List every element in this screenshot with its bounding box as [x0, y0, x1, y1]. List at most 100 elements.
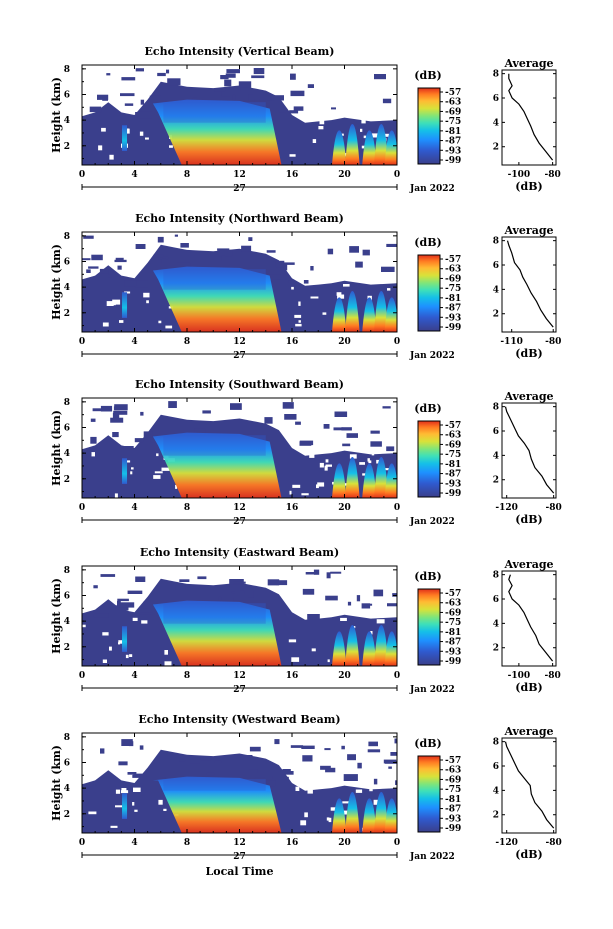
echo-patch — [194, 428, 206, 435]
echo-patch — [266, 93, 271, 101]
x-tick-label: 4 — [131, 503, 137, 513]
echo-patch — [115, 257, 124, 261]
colorbar-tick-label: -63 — [445, 599, 461, 609]
echo-patch — [124, 280, 137, 287]
no-data-gap — [371, 133, 379, 138]
colorbar — [417, 755, 441, 833]
x-tick-label: 4 — [131, 337, 137, 347]
no-data-gap — [132, 802, 135, 806]
colorbar-tick-label: -75 — [445, 618, 461, 628]
echo-patch — [238, 755, 253, 760]
average-y-tick-label: 8 — [493, 738, 499, 748]
y-tick-label: 2 — [64, 142, 70, 152]
echo-patch — [124, 103, 134, 106]
no-data-gap — [316, 484, 319, 489]
echo-patch — [323, 424, 330, 429]
no-data-gap — [292, 484, 301, 488]
colorbar-tick-label: -57 — [445, 589, 461, 599]
colorbar-tick-label: -81 — [445, 628, 461, 638]
no-data-gap — [362, 473, 367, 476]
colorbar-tick-label: -69 — [445, 775, 461, 785]
echo-patch — [320, 765, 331, 770]
echo-patch — [390, 752, 397, 756]
echo-patch — [248, 237, 253, 241]
no-data-gap — [156, 453, 159, 457]
echo-patch — [374, 74, 386, 80]
no-data-gap — [325, 459, 329, 463]
echo-patch — [202, 410, 211, 414]
colorbar-tick-label: -63 — [445, 766, 461, 776]
no-data-gap — [161, 467, 170, 471]
no-data-gap — [369, 786, 373, 792]
echo-patch — [362, 249, 370, 256]
no-data-gap — [322, 312, 327, 315]
colorbar-tick-label: -99 — [445, 824, 461, 834]
echo-patch — [91, 254, 103, 261]
echo-patch — [357, 762, 362, 769]
no-data-gap — [309, 453, 315, 458]
no-data-gap — [118, 640, 125, 644]
y-tick-label: 6 — [64, 591, 70, 601]
convective-burst — [345, 291, 360, 332]
x-tick-label: 12 — [233, 671, 246, 681]
average-frame — [501, 402, 557, 499]
average-x-tick-label: -80 — [544, 170, 560, 180]
echo-patch — [177, 262, 191, 269]
no-data-gap — [106, 301, 114, 306]
x-tick-label: 16 — [286, 671, 299, 681]
panel-title: Echo Intensity (Southward Beam) — [135, 378, 344, 391]
echo-patch — [274, 739, 280, 745]
echo-patch — [100, 748, 105, 754]
no-data-gap — [154, 471, 163, 474]
echo-patch — [139, 612, 154, 615]
echo-patch — [230, 403, 242, 410]
average-title: Average — [503, 224, 553, 237]
echo-patch — [266, 780, 276, 787]
echo-patch — [290, 90, 305, 97]
x-tick-label: 16 — [286, 503, 299, 513]
echo-patch — [140, 411, 144, 416]
echo-patch — [225, 73, 236, 78]
no-data-gap — [82, 624, 86, 628]
echo-patch — [175, 585, 186, 591]
heatmap — [82, 569, 397, 666]
convective-burst — [332, 798, 347, 833]
streak — [122, 458, 128, 484]
average-x-tick-label: -80 — [544, 671, 560, 681]
no-data-gap — [125, 654, 129, 659]
echo-patch — [90, 436, 97, 444]
no-data-gap — [301, 493, 309, 496]
echo-patch — [88, 266, 99, 269]
y-axis-label: Height (km) — [50, 244, 63, 320]
echo-patch — [137, 111, 152, 119]
date-label: 27 — [233, 184, 246, 194]
no-data-gap — [102, 632, 109, 636]
colorbar-tick-label: -87 — [445, 805, 461, 815]
colorbar-unit: (dB) — [414, 236, 441, 249]
echo-patch — [221, 255, 225, 262]
date-label: 27 — [233, 685, 246, 695]
colorbar-tick-label: -99 — [445, 156, 461, 166]
echo-patch — [284, 776, 289, 783]
no-data-gap — [319, 119, 325, 125]
core-upper-shade — [163, 269, 266, 290]
colorbar-tick-label: -63 — [445, 98, 461, 108]
echo-patch — [100, 405, 113, 412]
panel-3: Echo Intensity (Eastward Beam)2468Height… — [50, 546, 561, 695]
no-data-gap — [328, 817, 332, 823]
echo-patch — [278, 109, 287, 113]
echo-patch — [269, 274, 281, 280]
echo-patch — [288, 280, 292, 284]
no-data-gap — [291, 286, 294, 290]
y-tick-label: 4 — [64, 784, 70, 794]
echo-patch — [134, 438, 144, 443]
echo-patch — [107, 274, 113, 278]
echo-patch — [157, 236, 164, 243]
no-data-gap — [367, 458, 370, 462]
echo-patch — [325, 767, 336, 773]
echo-patch — [327, 248, 334, 255]
echo-patch — [347, 601, 352, 606]
colorbar-tick-label: -75 — [445, 284, 461, 294]
panels-container: Echo Intensity (Vertical Beam)2468Height… — [50, 45, 562, 878]
no-data-gap — [298, 320, 301, 323]
